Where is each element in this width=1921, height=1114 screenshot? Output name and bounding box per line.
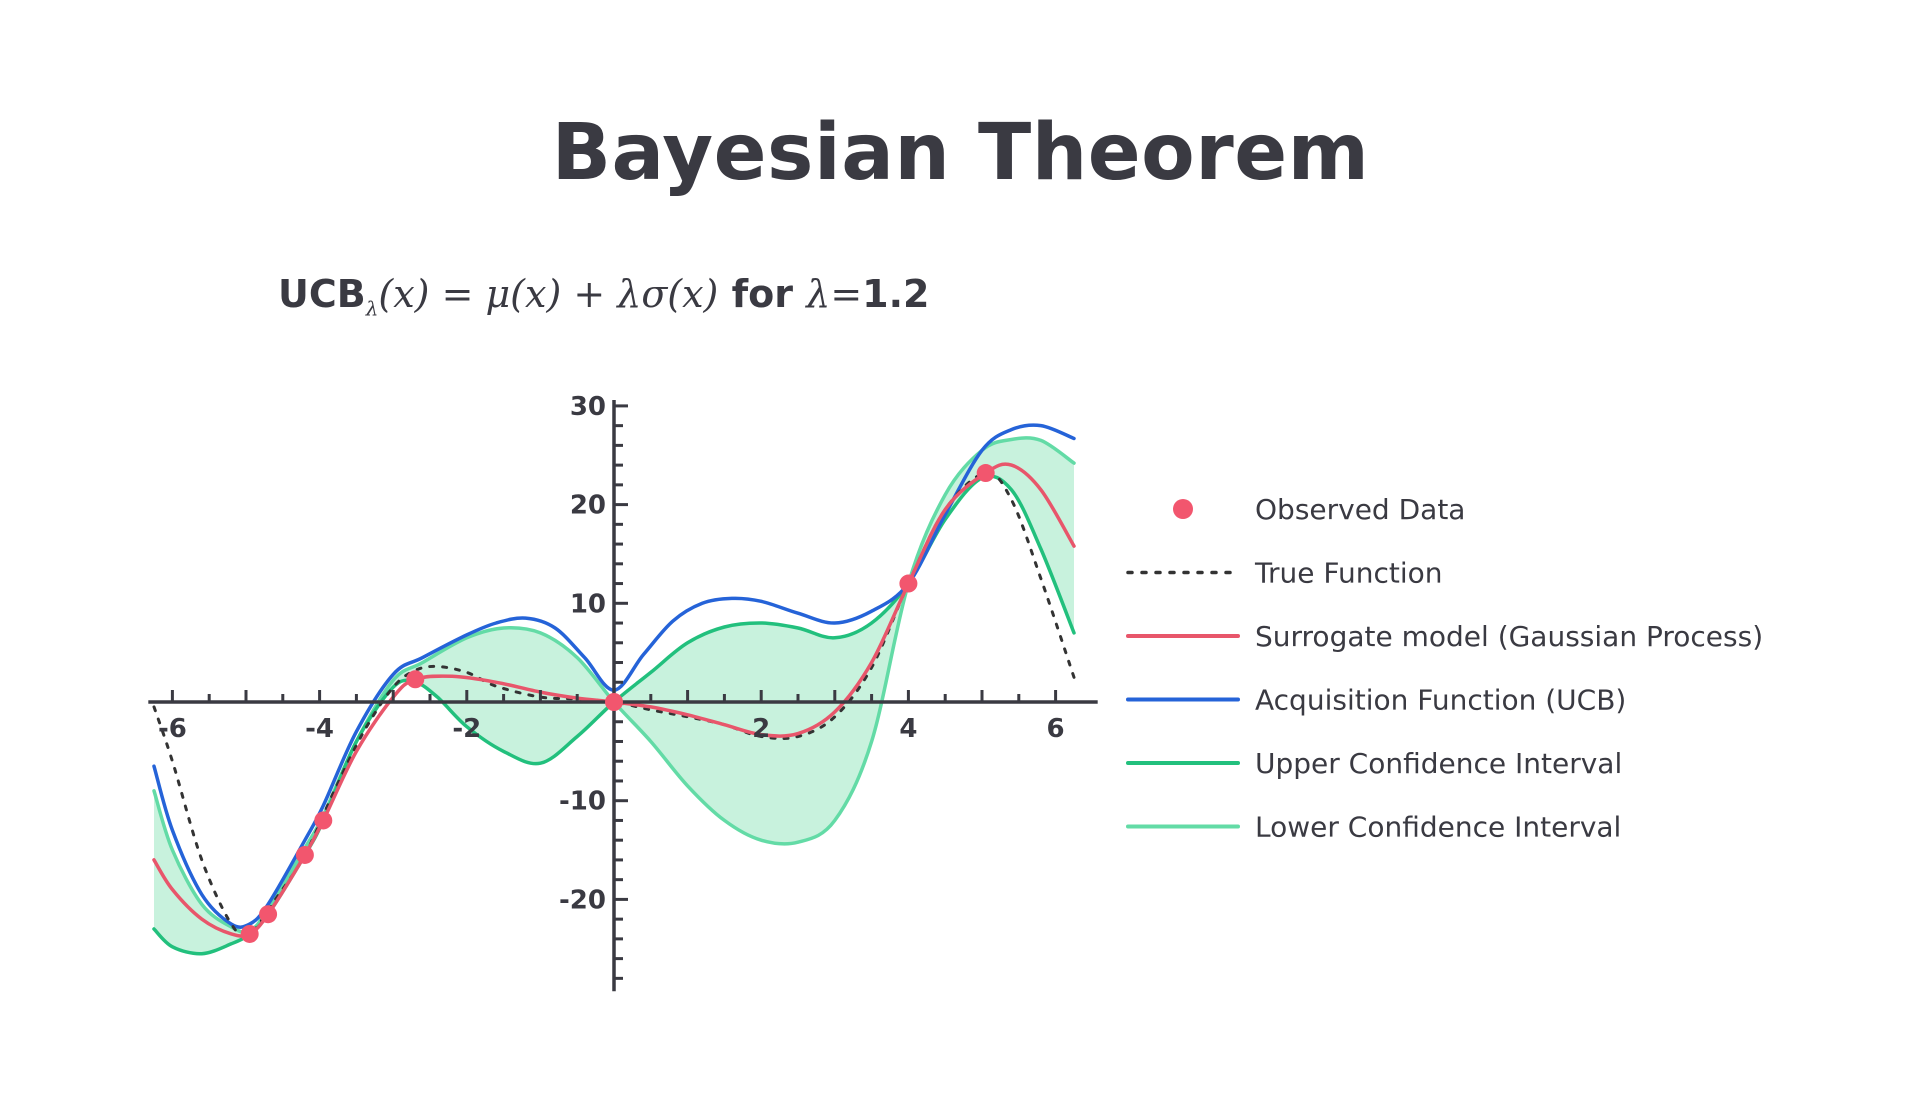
legend-label: True Function [1254, 557, 1442, 590]
y-tick-label: -10 [559, 787, 606, 817]
subtitle-lambda-value: 1.2 [862, 272, 930, 316]
legend-label: Upper Confidence Interval [1255, 747, 1622, 780]
observed-markers [240, 464, 995, 943]
subtitle-equals: = [830, 272, 863, 316]
legend-item-lower-ci: Lower Confidence Interval [1126, 811, 1621, 844]
observed-point [899, 574, 918, 593]
legend-item-surrogate: Surrogate model (Gaussian Process) [1126, 620, 1763, 653]
observed-point [314, 811, 333, 830]
legend-label: Surrogate model (Gaussian Process) [1255, 620, 1763, 653]
y-tick-label: -20 [559, 885, 606, 915]
subtitle-lambda: λ [806, 272, 831, 316]
x-tick-label: 4 [899, 714, 917, 744]
x-tick-label: -6 [158, 714, 187, 744]
subtitle-subscript: λ [365, 296, 379, 321]
y-tick-label: 30 [570, 392, 606, 422]
x-tick-label: 6 [1047, 714, 1065, 744]
subtitle-suffix: for [718, 272, 807, 316]
legend-item-upper-ci: Upper Confidence Interval [1126, 747, 1622, 780]
legend-swatch-marker [1173, 499, 1193, 519]
x-tick-label: -2 [452, 714, 481, 744]
legend-item-true-function: True Function [1126, 557, 1442, 590]
observed-point [976, 464, 995, 483]
observed-point [259, 905, 278, 924]
y-tick-label: 20 [570, 491, 606, 521]
observed-point [605, 693, 623, 711]
legend-label: Lower Confidence Interval [1255, 811, 1621, 844]
page-title: Bayesian Theorem [551, 108, 1370, 198]
y-tick-label: 10 [570, 589, 606, 619]
legend-item-acquisition: Acquisition Function (UCB) [1126, 684, 1626, 717]
chart-subtitle: UCBλ(x) = μ(x) + λσ(x) for λ=1.2 [278, 272, 929, 321]
x-tick-label: -4 [305, 714, 334, 744]
subtitle-formula: (x) = μ(x) + λσ(x) [378, 272, 719, 316]
legend-label: Observed Data [1255, 493, 1465, 526]
legend-label: Acquisition Function (UCB) [1255, 684, 1626, 717]
legend: Observed Data True Function Surrogate mode… [1126, 493, 1763, 844]
observed-point [295, 845, 314, 864]
subtitle-prefix: UCB [278, 272, 366, 316]
observed-point [240, 924, 259, 943]
observed-point [406, 670, 425, 689]
x-tick-label: 2 [752, 714, 770, 744]
legend-item-observed: Observed Data [1173, 493, 1465, 526]
